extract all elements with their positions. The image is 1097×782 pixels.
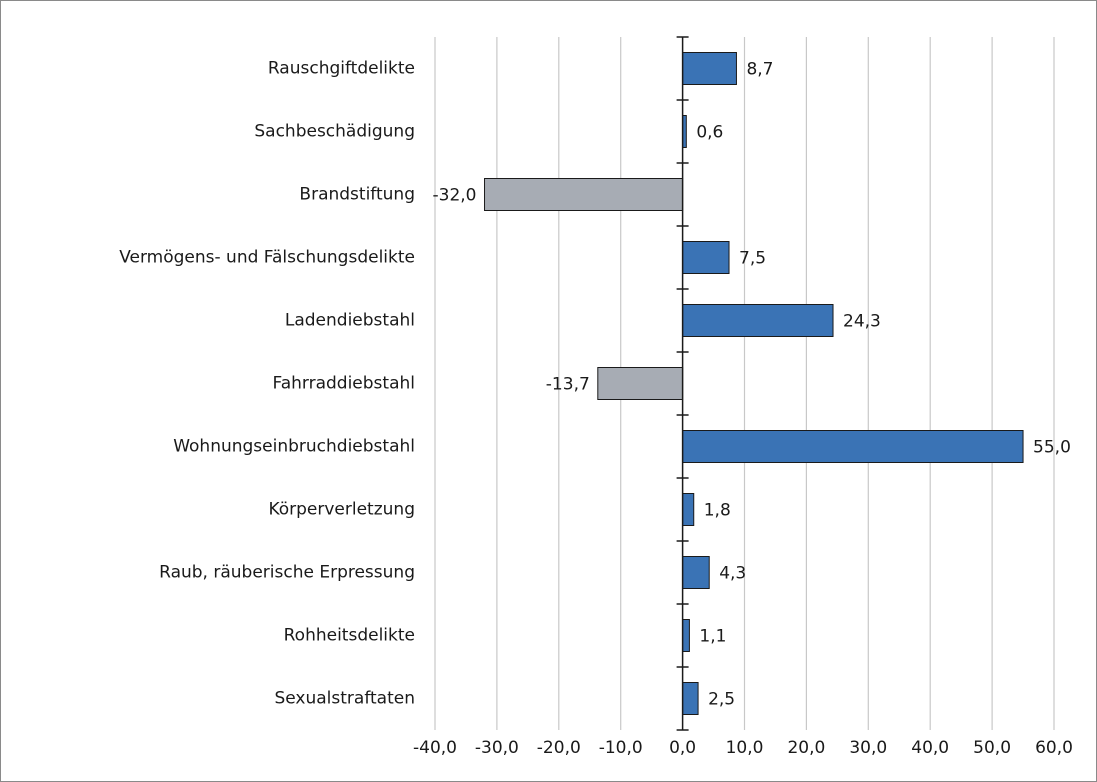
- y-tick-label: Ladendiebstahl: [285, 311, 415, 331]
- value-label: 2,5: [708, 690, 735, 710]
- bar: [682, 241, 730, 274]
- x-tick-label: 10,0: [726, 738, 764, 758]
- y-tick-label: Rauschgiftdelikte: [268, 59, 415, 79]
- y-tick-label: Rohheitsdelikte: [284, 626, 415, 646]
- value-label: -32,0: [433, 186, 477, 206]
- x-tick-label: -30,0: [475, 738, 519, 758]
- value-label: 1,8: [704, 501, 731, 521]
- y-tick-label: Körperverletzung: [268, 500, 415, 520]
- value-label: 24,3: [843, 312, 881, 332]
- y-tick-label: Raub, räuberische Erpressung: [159, 563, 415, 583]
- y-tick-label: Fahrraddiebstahl: [273, 374, 416, 394]
- x-tick-label: 50,0: [973, 738, 1011, 758]
- value-label: 0,6: [696, 123, 723, 143]
- bar: [682, 52, 737, 85]
- y-tick-label: Sexualstraftaten: [274, 689, 415, 709]
- value-label: 8,7: [746, 60, 773, 80]
- x-tick-label: -20,0: [537, 738, 581, 758]
- bar: [682, 682, 699, 715]
- y-tick-label: Wohnungseinbruchdiebstahl: [173, 437, 415, 457]
- value-label: 4,3: [719, 564, 746, 584]
- bar: [682, 304, 834, 337]
- x-tick-label: 40,0: [911, 738, 949, 758]
- bar: [682, 430, 1024, 463]
- x-tick-label: 0,0: [669, 738, 696, 758]
- bar: [682, 493, 695, 526]
- y-tick-label: Sachbeschädigung: [254, 122, 415, 142]
- value-label: 7,5: [739, 249, 766, 269]
- bar: [682, 556, 710, 589]
- x-tick-label: 60,0: [1035, 738, 1073, 758]
- bar: [597, 367, 684, 400]
- y-tick-label: Brandstiftung: [299, 185, 415, 205]
- bar: [484, 178, 684, 211]
- value-label: 1,1: [699, 627, 726, 647]
- x-tick-label: -10,0: [599, 738, 643, 758]
- value-label: -13,7: [546, 375, 590, 395]
- x-tick-label: 30,0: [849, 738, 887, 758]
- x-tick-label: -40,0: [413, 738, 457, 758]
- value-label: 55,0: [1033, 438, 1071, 458]
- y-tick-label: Vermögens- und Fälschungsdelikte: [119, 248, 415, 268]
- bar: [682, 619, 690, 652]
- x-tick-label: 20,0: [787, 738, 825, 758]
